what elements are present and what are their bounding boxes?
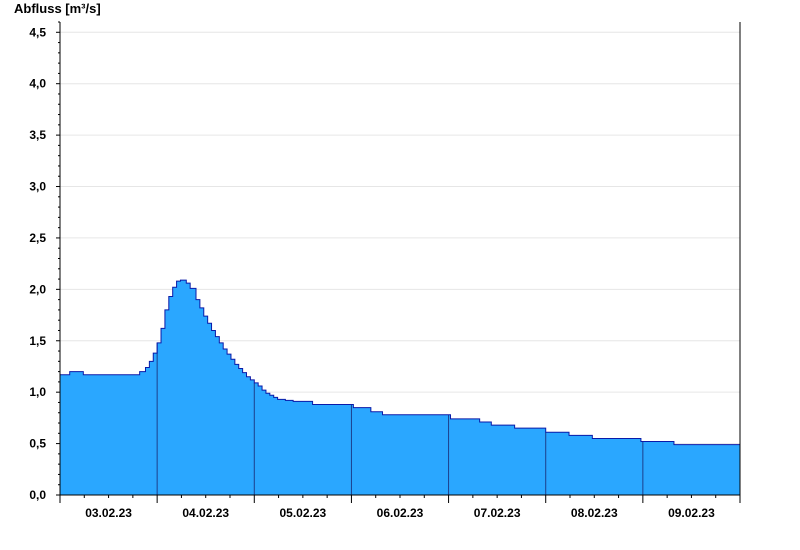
y-tick-label: 0,0 (29, 488, 46, 502)
x-tick-label: 07.02.23 (474, 506, 521, 520)
y-tick-label: 3,5 (29, 128, 46, 142)
x-tick-label: 09.02.23 (668, 506, 715, 520)
x-tick-label: 04.02.23 (182, 506, 229, 520)
y-tick-label: 0,5 (29, 437, 46, 451)
y-axis-ticks: 0,0 0,5 1,0 1,5 2,0 2,5 3,0 3,5 4,0 4,5 (29, 21, 60, 502)
x-tick-label: 05.02.23 (279, 506, 326, 520)
discharge-line (60, 279, 741, 448)
discharge-area (60, 280, 740, 495)
x-tick-label: 06.02.23 (377, 506, 424, 520)
y-tick-label: 2,5 (29, 231, 46, 245)
y-tick-label: 1,0 (29, 385, 46, 399)
x-tick-label: 03.02.23 (85, 506, 132, 520)
y-tick-label: 4,0 (29, 77, 46, 91)
x-tick-label: 08.02.23 (571, 506, 618, 520)
y-tick-label: 4,5 (29, 25, 46, 39)
y-tick-label: 2,0 (29, 282, 46, 296)
y-tick-label: 1,5 (29, 334, 46, 348)
day-separators (156, 342, 644, 495)
x-axis-ticks: 03.02.23 04.02.23 05.02.23 06.02.23 07.02.23… (59, 495, 741, 520)
y-axis-title: Abfluss [m³/s] (14, 1, 101, 16)
y-tick-label: 3,0 (29, 180, 46, 194)
